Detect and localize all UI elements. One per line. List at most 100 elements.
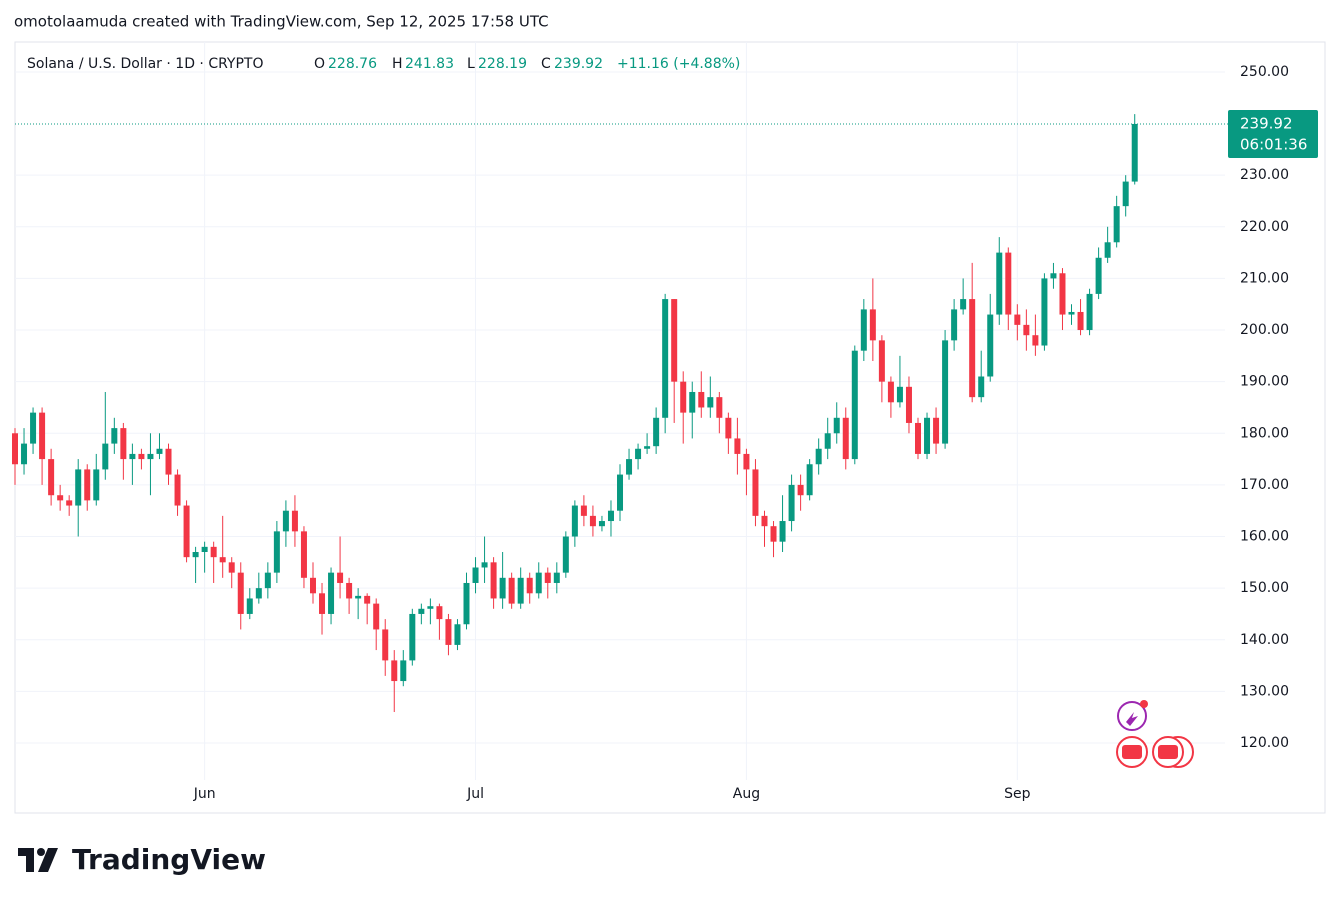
candle-body <box>300 531 307 578</box>
candle-body <box>382 629 389 661</box>
candle-body <box>129 453 136 460</box>
candle-body <box>580 505 587 516</box>
candle-body <box>996 252 1003 315</box>
y-tick-label: 210.00 <box>1240 270 1289 286</box>
candle-body <box>84 469 91 501</box>
candle-body <box>887 381 894 403</box>
chart-frame <box>14 41 1326 814</box>
candle-body <box>752 469 759 516</box>
countdown: 06:01:36 <box>1240 135 1307 153</box>
candle-body <box>987 314 994 377</box>
candle-body <box>21 443 28 465</box>
candle-body <box>725 417 732 439</box>
ohlc-label: H <box>392 56 403 72</box>
candle-body <box>671 299 678 382</box>
candle-body <box>156 448 163 454</box>
candle-body <box>1068 311 1075 315</box>
candle-body <box>544 572 551 583</box>
candle-body <box>1104 242 1111 258</box>
candle-body <box>598 521 605 527</box>
ohlc-value: 241.83 <box>405 56 454 72</box>
candle-body <box>309 577 316 594</box>
candle-body <box>282 510 289 532</box>
candle-body <box>797 484 804 496</box>
candle-body <box>147 453 154 460</box>
candle-body <box>165 448 172 475</box>
candle-body <box>30 412 37 444</box>
candle-body <box>454 624 461 645</box>
candle-body <box>499 577 506 599</box>
x-tick-label: Jul <box>466 786 484 802</box>
y-tick-label: 140.00 <box>1240 632 1289 648</box>
candle-body <box>57 495 64 501</box>
candle-body <box>662 299 669 418</box>
candle-body <box>824 433 831 449</box>
candle-body <box>373 603 380 630</box>
y-tick-label: 170.00 <box>1240 477 1289 493</box>
candle-body <box>391 660 398 682</box>
ohlc-label: C <box>541 56 551 72</box>
candle-body <box>273 531 280 573</box>
candle-body <box>589 515 596 527</box>
plot: 120.00 130.00 140.00 150.00 160.00 170.00 180.… <box>12 42 1318 802</box>
y-tick-label: 200.00 <box>1240 322 1289 338</box>
candle-body <box>436 606 443 620</box>
candle-body <box>960 299 967 310</box>
y-tick-label: 160.00 <box>1240 529 1289 545</box>
logo-mark <box>38 848 58 872</box>
candle-body <box>653 417 660 447</box>
candle-body <box>1095 257 1102 294</box>
candle-body <box>1077 311 1084 331</box>
brand-logo: TradingView <box>18 843 266 876</box>
candle-body <box>39 412 46 460</box>
y-tick-label: 230.00 <box>1240 167 1289 183</box>
candle-body <box>255 588 262 599</box>
candle-body <box>481 562 488 568</box>
candle-body <box>1059 273 1066 315</box>
candle-body <box>472 567 479 583</box>
candle-body <box>734 438 741 454</box>
candle-body <box>526 577 533 594</box>
candle-body <box>607 510 614 522</box>
candle-body <box>869 309 876 341</box>
candle-body <box>924 417 931 454</box>
candle-body <box>933 417 940 444</box>
candle-body <box>418 608 425 614</box>
logo-mark <box>18 848 34 872</box>
candle-body <box>978 376 985 398</box>
candle-body <box>120 428 127 460</box>
candle-body <box>626 459 633 475</box>
x-tick-label: Jun <box>193 786 216 802</box>
candle-body <box>237 572 244 614</box>
candle-body <box>192 552 199 558</box>
candle-body <box>951 309 958 341</box>
candle-body <box>66 500 73 506</box>
candle-body <box>337 572 344 583</box>
ohlc-label: L <box>467 56 475 72</box>
candle-body <box>535 572 542 594</box>
candle-body <box>553 572 560 583</box>
candle-body <box>508 577 515 604</box>
candle-body <box>905 386 912 423</box>
candle-body <box>1005 252 1012 315</box>
candle-body <box>716 397 723 418</box>
candle-body <box>228 562 235 573</box>
candle-body <box>364 595 371 604</box>
candle-body <box>210 546 217 558</box>
candle-body <box>427 606 434 609</box>
candle-body <box>896 386 903 403</box>
y-tick-label: 250.00 <box>1240 64 1289 80</box>
candle-body <box>111 428 118 444</box>
candle-body <box>346 582 353 599</box>
event-icon <box>1158 745 1178 759</box>
y-tick-label: 120.00 <box>1240 735 1289 751</box>
y-tick-label: 150.00 <box>1240 580 1289 596</box>
candle-body <box>1023 324 1030 336</box>
candle-body <box>1050 273 1057 279</box>
candle-body <box>174 474 181 506</box>
candle-body <box>806 464 813 496</box>
ohlc-value: 228.76 <box>328 56 377 72</box>
candle-body <box>1122 181 1129 207</box>
x-tick-label: Aug <box>733 786 760 802</box>
